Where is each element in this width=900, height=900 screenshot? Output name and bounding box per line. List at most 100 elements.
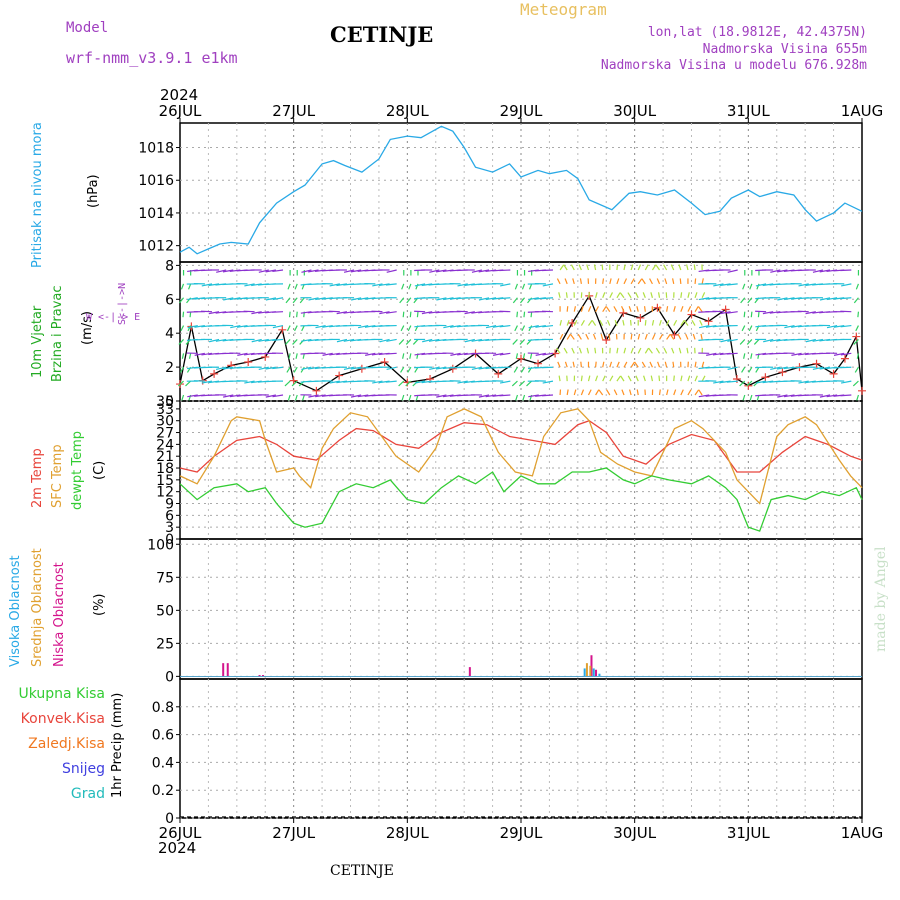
wind-arrow [776, 366, 788, 370]
wind-arrow [812, 338, 824, 342]
wind-arrow [620, 306, 625, 312]
wind-arrow [854, 366, 859, 373]
wind-speed-marker [687, 310, 696, 319]
wind-arrow [634, 361, 639, 368]
wind-arrow [853, 339, 859, 345]
wind-arrow [301, 269, 312, 273]
wind-arrow [272, 366, 284, 370]
wind-arrow [272, 311, 284, 313]
footer-station: CETINJE [330, 863, 394, 879]
wind-arrow [609, 361, 613, 368]
wind-arrow [284, 380, 291, 387]
wind-arrow [301, 325, 305, 332]
wind-arrow [642, 292, 646, 298]
wind-speed-marker [312, 386, 321, 395]
wind-arrow [701, 375, 706, 382]
wind-arrow [666, 306, 669, 312]
wind-arrow [422, 338, 433, 343]
wind-arrow [520, 366, 526, 373]
temp-ytick-label: 24 [156, 437, 174, 453]
wind-arrow [415, 283, 419, 290]
wind-arrow [755, 380, 767, 384]
model-name: wrf-nmm_v3.9.1 e1km [66, 49, 238, 67]
wind-arrow [599, 319, 604, 326]
wind-arrow [641, 361, 646, 368]
wind-arrow [741, 325, 746, 332]
wind-arrow [566, 319, 570, 326]
precip-label-conv: Konvek.Kisa [20, 711, 105, 727]
cloud-ytick-label: 50 [156, 603, 174, 619]
wind-arrow [580, 389, 585, 396]
wind-arrow [623, 264, 626, 271]
wind-arrow [350, 297, 362, 301]
wind-arrow [637, 264, 642, 271]
wind-arrow [651, 333, 656, 340]
wind-arrow [644, 264, 649, 271]
wind-arrow [516, 311, 519, 318]
wind-arrow [616, 361, 620, 368]
wind-arrow [522, 353, 526, 359]
wind-arrow [558, 375, 561, 382]
wind-arrow [664, 278, 668, 285]
wind-arrow [643, 306, 646, 312]
wind-arrow [606, 389, 611, 396]
wind-arrow [513, 366, 518, 373]
wind-arrow [757, 311, 760, 318]
wind-arrow [627, 375, 632, 382]
wind-arrow [385, 283, 397, 286]
wind-arrow [739, 339, 746, 345]
wind-arrow [514, 283, 519, 290]
wind-arrow [713, 283, 724, 287]
wind-arrow [398, 380, 405, 387]
wind-arrow [746, 380, 753, 387]
wind-arrow [386, 311, 397, 314]
wind-arrow [563, 347, 568, 354]
wind-arrow [315, 297, 326, 301]
wind-speed-marker [829, 369, 838, 378]
wind-arrow [236, 324, 248, 328]
wind-arrow [694, 361, 697, 368]
wind-arrow [673, 319, 678, 326]
wind-arrow [697, 306, 703, 313]
wind-arrow [692, 333, 696, 340]
wind-arrow [179, 366, 185, 373]
wind-arrow [687, 292, 690, 298]
wind-arrow [855, 325, 859, 332]
pressure-line [179, 125, 863, 255]
wind-arrow [558, 292, 561, 298]
station-title: CETINJE [330, 22, 434, 47]
wind-arrow [671, 347, 675, 354]
wind-arrow [414, 366, 419, 373]
wind-arrow [201, 283, 213, 287]
wind-arrow [244, 283, 255, 287]
wind-arrow [739, 380, 746, 387]
wind-arrow [215, 366, 227, 371]
precip-ytick-label: 0.4 [152, 755, 174, 771]
wind-arrow [701, 361, 705, 368]
wind-arrow [651, 319, 655, 326]
wind-arrow [619, 292, 625, 299]
wind-arrow [511, 380, 518, 387]
wind-arrow [322, 324, 333, 328]
wind-arrow [372, 380, 383, 384]
wind-arrow [694, 306, 699, 312]
wind-arrow [478, 297, 490, 301]
wind-speed-marker [210, 369, 219, 378]
wind-arrow [542, 394, 554, 397]
wind-arrow [229, 394, 241, 398]
day-label-top: 1AUG [841, 102, 883, 120]
wind-arrow [587, 306, 592, 312]
wind-arrow [251, 311, 262, 315]
wind-arrow [586, 264, 590, 271]
wind-arrow [630, 347, 634, 354]
wind-arrow [673, 375, 675, 382]
wind-arrow [194, 352, 205, 356]
wind-arrow [564, 361, 568, 368]
precip-label-hail: Grad [70, 786, 105, 802]
wind-arrow [471, 338, 483, 342]
wind-arrow [402, 353, 405, 359]
wind-arrow [523, 311, 526, 318]
wind-arrow [436, 297, 447, 301]
wind-arrow [315, 324, 326, 329]
cloud-ytick-label: 100 [147, 537, 174, 553]
